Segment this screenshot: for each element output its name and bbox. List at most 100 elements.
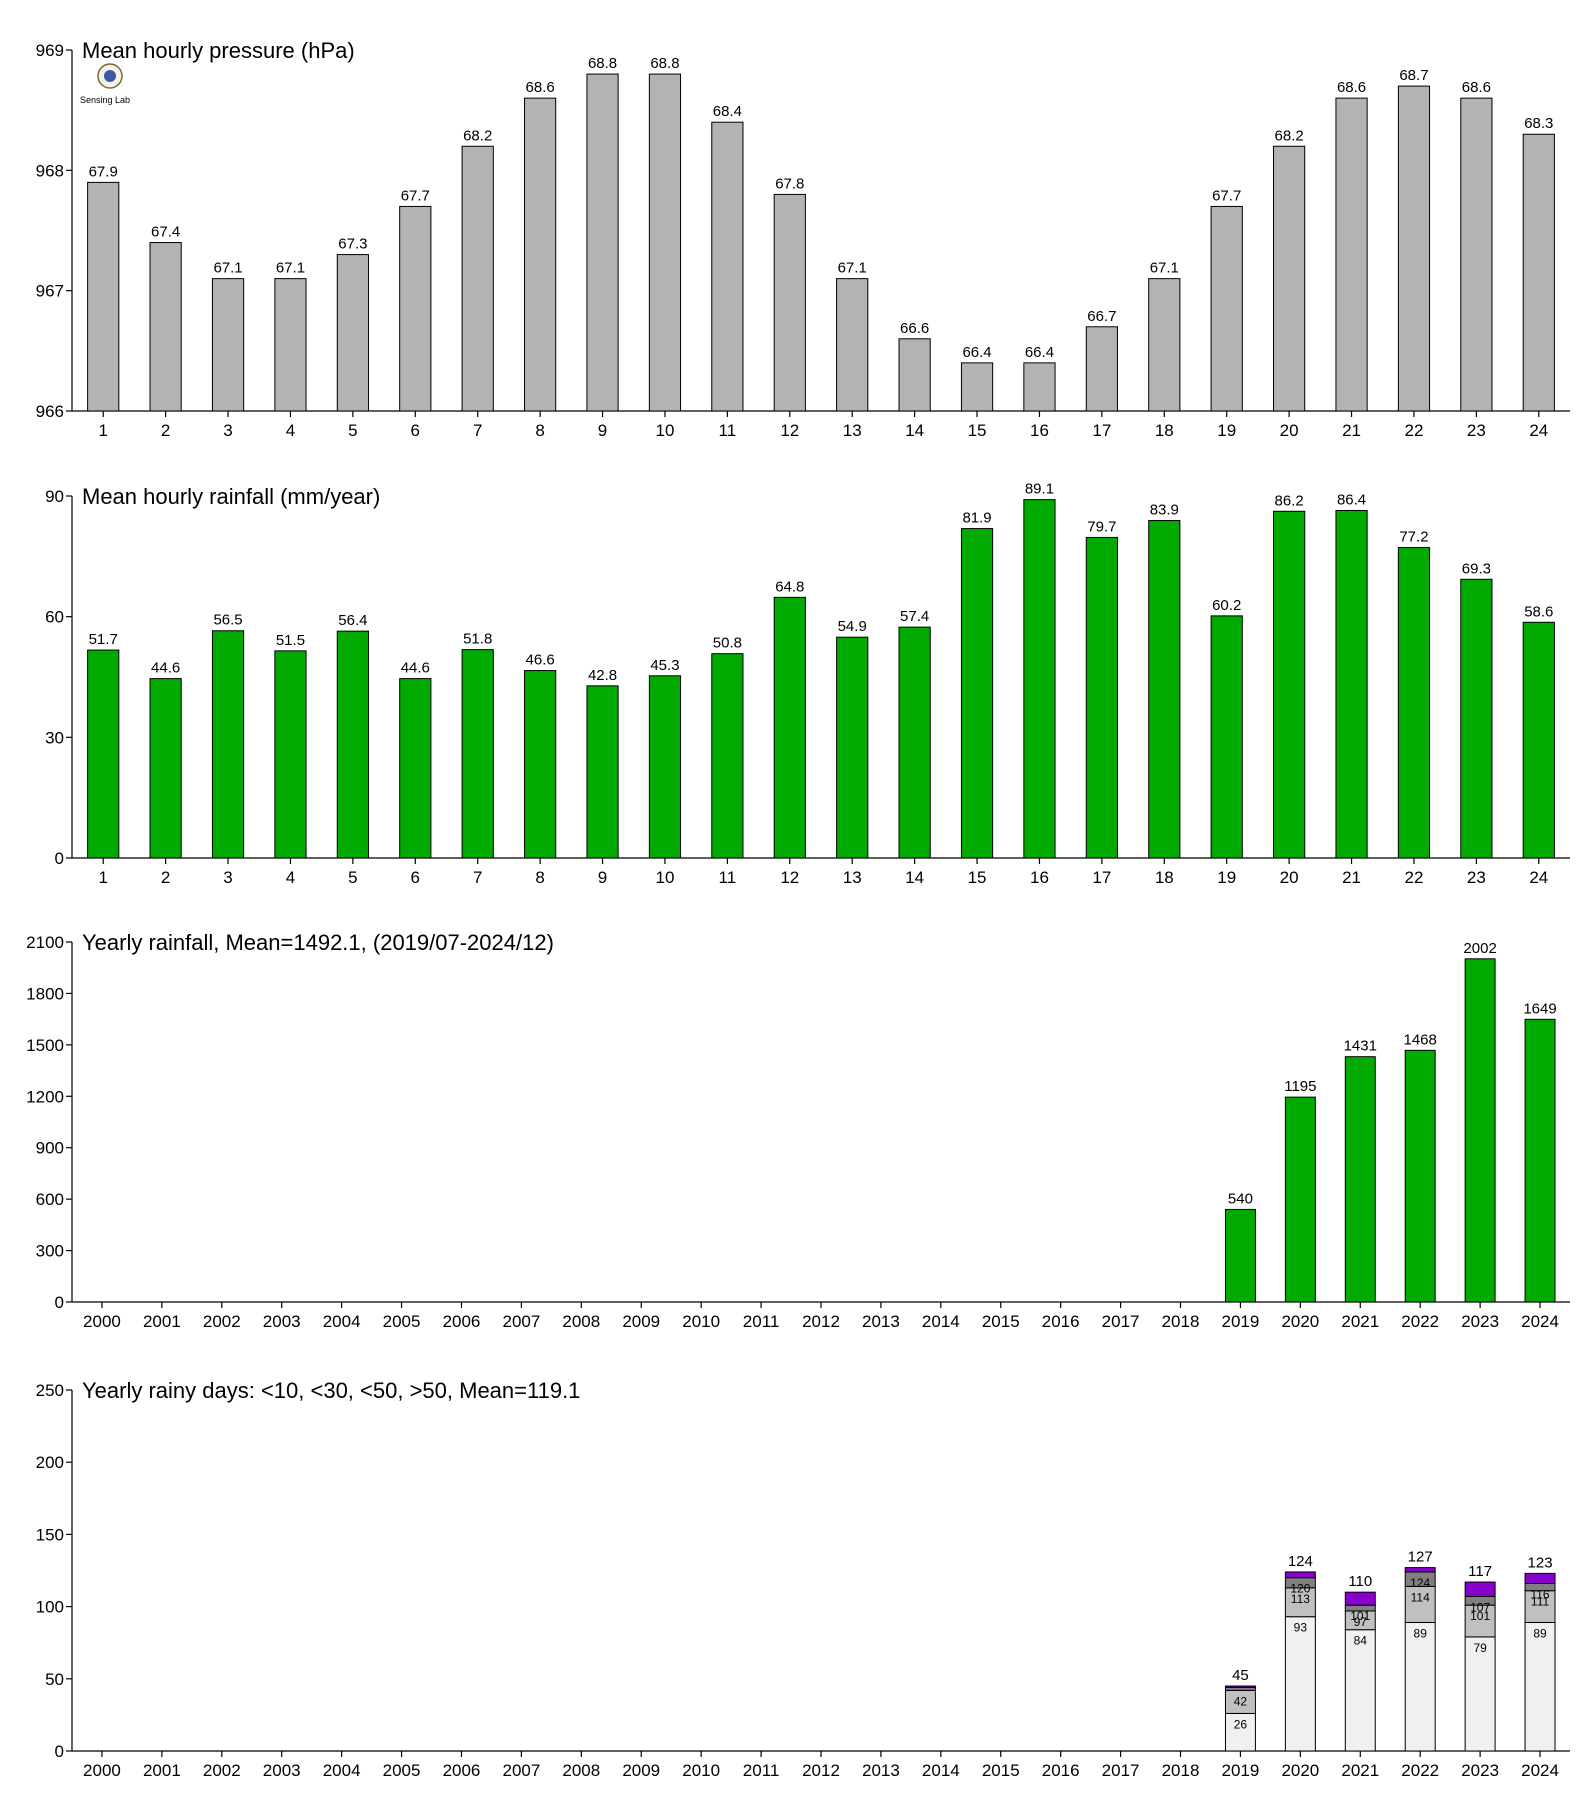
bar-value-label: 83.9	[1150, 502, 1179, 519]
bar-value-label: 57.4	[900, 608, 929, 625]
bar	[898, 338, 931, 412]
x-tick-label: 2013	[862, 1761, 900, 1780]
x-tick-label: 2022	[1401, 1312, 1439, 1331]
stack-segment-total	[1524, 1572, 1556, 1584]
x-tick-label: 2012	[802, 1312, 840, 1331]
bar-value-label: 1431	[1344, 1038, 1377, 1055]
x-tick-label: 1	[98, 868, 107, 887]
bar-total-label: 110	[1348, 1573, 1372, 1590]
bar	[1273, 510, 1306, 859]
bar-value-label: 1649	[1523, 1000, 1556, 1017]
bar	[836, 636, 869, 859]
x-tick-label: 11	[719, 868, 737, 887]
y-tick-label: 30	[45, 728, 64, 747]
bar	[274, 278, 307, 412]
bar	[87, 181, 120, 412]
y-tick-label: 1500	[26, 1036, 64, 1055]
x-tick-label: 2008	[562, 1312, 600, 1331]
bar	[336, 254, 369, 412]
x-tick-label: 2003	[263, 1312, 301, 1331]
x-tick-label: 2016	[1042, 1312, 1080, 1331]
bar-value-label: 69.3	[1462, 560, 1491, 577]
bar-value-label: 66.4	[962, 344, 991, 361]
bar	[836, 278, 869, 412]
bar	[524, 97, 557, 412]
bar	[336, 630, 369, 859]
bar-value-label: 68.8	[588, 55, 617, 72]
bar	[773, 596, 806, 859]
x-tick-label: 2017	[1102, 1312, 1140, 1331]
bar	[1273, 145, 1306, 412]
stack-segment-label: 124	[1410, 1576, 1430, 1590]
chart-title: Mean hourly pressure (hPa)	[82, 38, 355, 63]
bar	[1335, 97, 1368, 412]
bar	[211, 630, 245, 859]
x-tick-label: 2010	[682, 1312, 720, 1331]
bar-value-label: 81.9	[962, 510, 991, 527]
stack-segment-label: 26	[1234, 1717, 1248, 1731]
bar	[1210, 205, 1243, 412]
x-tick-label: 18	[1155, 421, 1174, 440]
bar-value-label: 58.6	[1524, 603, 1553, 620]
bar	[1284, 1096, 1316, 1303]
x-tick-label: 17	[1092, 868, 1111, 887]
x-tick-label: 2015	[982, 1761, 1020, 1780]
stack-segment-label: 42	[1234, 1694, 1248, 1708]
x-tick-label: 7	[473, 868, 482, 887]
bar-value-label: 1468	[1404, 1031, 1437, 1048]
bar-value-label: 68.6	[1462, 79, 1491, 96]
chart-panel-3: Yearly rainfall, Mean=1492.1, (2019/07-2…	[26, 930, 1570, 1331]
bar	[211, 278, 245, 412]
bar	[960, 528, 994, 859]
bar-value-label: 68.4	[713, 103, 742, 120]
y-tick-label: 150	[36, 1525, 64, 1544]
stack-segment-label: 101	[1470, 1609, 1490, 1623]
x-tick-label: 2010	[682, 1761, 720, 1780]
x-tick-label: 10	[655, 421, 674, 440]
x-tick-label: 15	[968, 868, 987, 887]
bar	[1335, 509, 1368, 859]
x-tick-label: 2017	[1102, 1761, 1140, 1780]
bar-value-label: 66.4	[1025, 344, 1054, 361]
bar-value-label: 67.7	[401, 187, 430, 204]
x-tick-label: 14	[905, 868, 924, 887]
bar-value-label: 51.8	[463, 631, 492, 648]
y-tick-label: 300	[36, 1242, 64, 1261]
y-tick-label: 969	[36, 41, 64, 60]
x-tick-label: 2024	[1521, 1312, 1559, 1331]
bar	[149, 242, 182, 412]
x-tick-label: 2023	[1461, 1761, 1499, 1780]
stack-segment-label: 89	[1533, 1626, 1547, 1640]
x-tick-label: 2021	[1341, 1761, 1379, 1780]
bar-value-label: 67.3	[338, 236, 367, 253]
y-tick-label: 100	[36, 1598, 64, 1617]
x-tick-label: 2015	[982, 1312, 1020, 1331]
x-tick-label: 17	[1092, 421, 1111, 440]
stack-segment-total	[1284, 1571, 1316, 1579]
x-tick-label: 2000	[83, 1761, 121, 1780]
stack-segment-lt10	[1404, 1621, 1436, 1752]
x-tick-label: 12	[780, 421, 799, 440]
bar-total-label: 45	[1232, 1667, 1249, 1684]
bar-value-label: 86.2	[1275, 492, 1304, 509]
bar-value-label: 50.8	[713, 635, 742, 652]
stack-segment-label: 107	[1470, 1600, 1490, 1614]
bar	[1404, 1049, 1436, 1303]
bar	[898, 626, 931, 859]
x-tick-label: 15	[968, 421, 987, 440]
bar-value-label: 77.2	[1399, 528, 1428, 545]
bar-value-label: 68.2	[1275, 127, 1304, 144]
x-tick-label: 1	[98, 421, 107, 440]
bar-value-label: 44.6	[151, 660, 180, 677]
y-tick-label: 0	[55, 849, 64, 868]
x-tick-label: 2002	[203, 1312, 241, 1331]
y-tick-label: 90	[45, 487, 64, 506]
x-tick-label: 2018	[1162, 1312, 1200, 1331]
x-tick-label: 2014	[922, 1312, 960, 1331]
x-tick-label: 2001	[143, 1312, 181, 1331]
x-tick-label: 2018	[1162, 1761, 1200, 1780]
x-tick-label: 9	[598, 868, 607, 887]
x-tick-label: 2023	[1461, 1312, 1499, 1331]
bar-value-label: 540	[1228, 1190, 1253, 1207]
